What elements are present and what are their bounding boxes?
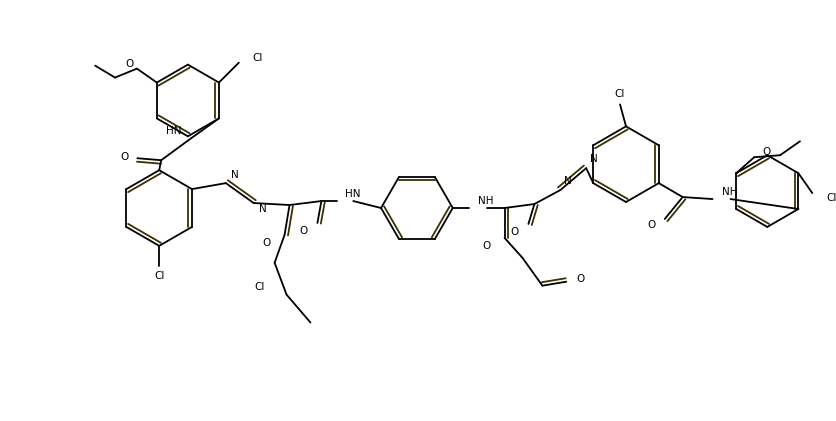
Text: O: O (120, 152, 128, 162)
Text: N: N (563, 176, 571, 186)
Text: Cl: Cl (254, 282, 264, 292)
Text: HN: HN (345, 189, 360, 199)
Text: O: O (510, 227, 517, 237)
Text: N: N (231, 170, 238, 180)
Text: O: O (482, 241, 490, 251)
Text: N: N (258, 204, 266, 214)
Text: Cl: Cl (252, 53, 263, 63)
Text: O: O (262, 238, 270, 248)
Text: Cl: Cl (825, 193, 836, 203)
Text: Cl: Cl (154, 271, 164, 281)
Text: O: O (298, 226, 307, 236)
Text: O: O (762, 147, 769, 157)
Text: NH: NH (477, 196, 492, 206)
Text: N: N (589, 154, 597, 164)
Text: O: O (647, 220, 655, 230)
Text: Cl: Cl (614, 90, 624, 99)
Text: O: O (125, 59, 134, 69)
Text: NH: NH (721, 187, 737, 197)
Text: O: O (575, 274, 584, 284)
Text: HN: HN (166, 126, 181, 136)
